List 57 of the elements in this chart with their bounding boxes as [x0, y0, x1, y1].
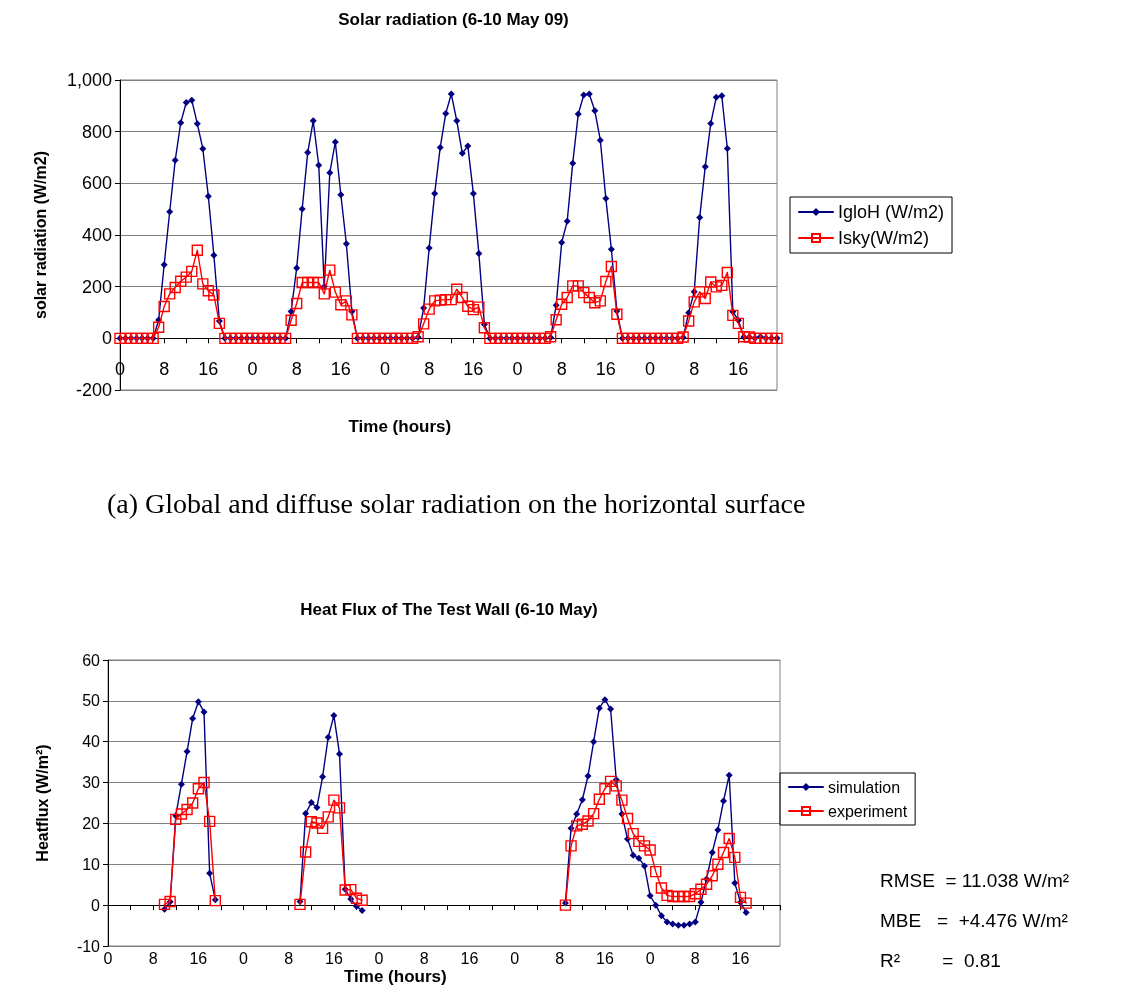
- legend-label: Isky(W/m2): [838, 228, 929, 248]
- x-tick-label: 0: [374, 949, 384, 967]
- y-tick-label: 0: [101, 328, 112, 349]
- x-tick-label: 16: [596, 949, 614, 967]
- y-tick-label: 20: [82, 814, 101, 832]
- x-tick-label: 8: [555, 949, 565, 967]
- x-tick-label: 8: [689, 359, 700, 379]
- y-tick-label: 50: [82, 692, 101, 710]
- y-tick-label: 10: [82, 855, 101, 873]
- x-tick-label: 16: [324, 949, 343, 967]
- x-tick-label: 0: [645, 949, 655, 967]
- y-tick-label: 30: [82, 774, 101, 792]
- text: (a) Global and diffuse solar radiation on the horizontal surface: [107, 488, 806, 520]
- legend-label: simulation: [828, 778, 901, 796]
- y-tick-label: 600: [81, 173, 112, 194]
- y-tick-label: 1,000: [66, 70, 112, 90]
- y-axis-title: solar radiation (W/m2): [31, 150, 49, 320]
- x-tick-label: 16: [189, 949, 208, 967]
- x-axis-title: Time (hours): [344, 967, 447, 986]
- y-tick-label: 60: [82, 651, 101, 669]
- legend-label: IgloH (W/m2): [838, 202, 945, 222]
- x-tick-label: 16: [330, 359, 351, 379]
- x-tick-label: 16: [463, 359, 484, 379]
- x-tick-label: 0: [380, 359, 391, 379]
- x-tick-label: 16: [728, 359, 749, 379]
- x-tick-label: 8: [690, 949, 700, 967]
- text: MBE = +4.476 W/m²: [880, 910, 1068, 932]
- y-axis-title: Heatflux (W/m²): [33, 744, 51, 862]
- x-tick-label: 0: [239, 949, 249, 967]
- y-tick-label: 400: [81, 225, 112, 245]
- x-tick-label: 0: [510, 949, 520, 967]
- chart-title: Solar radiation (6-10 May 09): [338, 10, 569, 29]
- y-tick-label: 200: [81, 276, 112, 297]
- y-tick-label: 40: [82, 733, 101, 751]
- y-tick-label: 800: [81, 121, 112, 142]
- chart-title: Heat Flux of The Test Wall (6-10 May): [300, 600, 598, 619]
- x-tick-label: 8: [419, 949, 429, 967]
- x-tick-label: 8: [556, 359, 567, 379]
- x-tick-label: 8: [159, 359, 170, 379]
- x-tick-label: 8: [284, 949, 294, 967]
- x-tick-label: 8: [291, 359, 302, 379]
- x-axis-title: Time (hours): [348, 417, 452, 436]
- x-tick-label: 8: [148, 949, 158, 967]
- y-tick-label: -10: [76, 937, 101, 955]
- x-tick-label: 16: [731, 949, 750, 967]
- y-tick-label: 0: [91, 896, 101, 914]
- x-tick-label: 16: [198, 359, 219, 379]
- x-tick-label: 16: [595, 359, 616, 379]
- x-tick-label: 16: [460, 949, 479, 967]
- text: RMSE = 11.038 W/m²: [880, 870, 1070, 892]
- x-tick-label: 0: [247, 359, 258, 379]
- x-tick-label: 0: [645, 359, 656, 379]
- text: R² = 0.81: [880, 950, 1001, 972]
- y-tick-label: -200: [75, 380, 112, 400]
- x-tick-label: 0: [512, 359, 523, 379]
- legend-label: experiment: [828, 802, 908, 820]
- x-tick-label: 8: [424, 359, 435, 379]
